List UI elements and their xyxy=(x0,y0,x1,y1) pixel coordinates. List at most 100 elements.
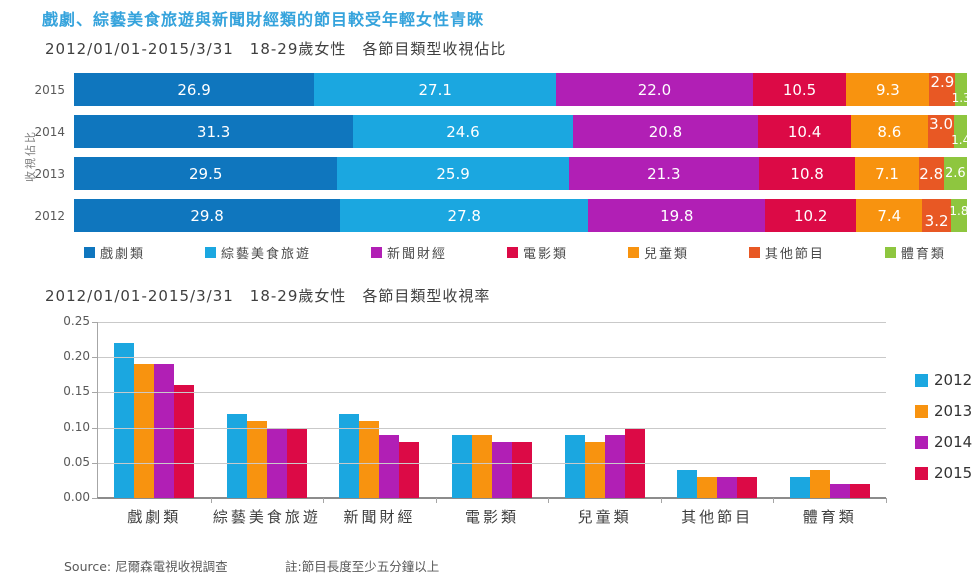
bar-segment: 8.6 xyxy=(850,115,928,148)
grouped-bar xyxy=(134,364,155,498)
grouped-bar xyxy=(226,413,247,498)
bar-segment: 1.4 xyxy=(951,115,970,148)
y-axis-tick xyxy=(92,357,98,359)
legend-swatch-icon xyxy=(915,404,928,418)
legend-item-year-2012: 2012 xyxy=(915,371,972,389)
category-label: 新聞財經 xyxy=(343,508,416,526)
gridline xyxy=(98,427,886,429)
legend-year-label: 2012 xyxy=(934,371,973,389)
bar-segment: 3.2 xyxy=(922,199,951,232)
stacked-bar: 29.8 27.8 19.8 10.2 7.4 3.2 1.8 xyxy=(74,199,968,232)
row-year-label: 2015 xyxy=(34,82,65,97)
row-year-label: 2013 xyxy=(34,166,65,181)
grouped-bar xyxy=(512,441,533,498)
bar-segment: 7.4 xyxy=(856,199,923,232)
segment-value-label: 9.3 xyxy=(876,80,900,99)
bar-segment: 27.1 xyxy=(314,73,557,106)
legend-year-label: 2015 xyxy=(934,464,973,482)
legend-item-2: 新聞財經 xyxy=(370,243,447,262)
legend-swatch-icon xyxy=(627,247,639,258)
legend-item-year-2013: 2013 xyxy=(915,402,972,420)
bar-segment: 9.3 xyxy=(846,73,930,106)
legend-label: 電影類 xyxy=(522,247,568,262)
gridline xyxy=(98,322,886,323)
stacked-bar: 29.5 25.9 21.3 10.8 7.1 2.8 2.6 xyxy=(74,157,967,190)
bar-segment: 3.0 xyxy=(927,115,955,148)
legend-item-3: 電影類 xyxy=(506,243,568,262)
bar-segment: 2.8 xyxy=(918,157,944,190)
row-year-label: 2014 xyxy=(34,124,65,139)
legend-label: 其他節目 xyxy=(764,247,825,262)
x-axis-tick xyxy=(548,498,550,503)
bar-segment: 29.8 xyxy=(74,199,341,232)
segment-value-label: 2.9 xyxy=(930,72,955,91)
legend-year-label: 2013 xyxy=(934,402,973,420)
bar-segment: 10.8 xyxy=(758,157,856,190)
grouped-bar xyxy=(717,476,738,498)
y-axis-tick-label: 0.15 xyxy=(63,384,90,399)
bar-segment: 2.6 xyxy=(943,157,967,190)
bar-segment: 10.5 xyxy=(752,73,847,106)
category-label: 兒童類 xyxy=(577,508,632,526)
y-axis-tick xyxy=(92,462,98,464)
gridline xyxy=(98,357,886,359)
page-title: 戲劇、綜藝美食旅遊與新聞財經類的節目較受年輕女性青睞 xyxy=(42,10,485,29)
legend-year-label: 2014 xyxy=(934,433,973,451)
y-axis-tick xyxy=(92,392,98,394)
segment-value-label: 27.8 xyxy=(447,206,481,225)
gridline xyxy=(98,462,886,464)
grouped-bar xyxy=(154,364,175,498)
segment-value-label: 19.8 xyxy=(660,206,694,225)
grouped-chart-title: 2012/01/01-2015/3/31 18-29歲女性 各節目類型收視率 xyxy=(45,287,491,305)
y-axis-tick xyxy=(92,427,98,429)
bar-segment: 1.3 xyxy=(952,73,971,106)
segment-value-label: 3.2 xyxy=(924,211,949,230)
bar-segment: 19.8 xyxy=(588,199,766,232)
bar-group xyxy=(548,322,661,498)
grouped-bar xyxy=(246,420,267,498)
legend-item-year-2015: 2015 xyxy=(915,464,972,482)
bar-segment: 26.9 xyxy=(74,73,315,106)
grouped-bar xyxy=(604,434,625,498)
grouped-bar xyxy=(677,469,698,498)
y-axis-line xyxy=(97,322,98,498)
stacked-bar: 26.9 27.1 22.0 10.5 9.3 2.9 1.3 xyxy=(74,72,971,106)
bar-group xyxy=(773,322,886,498)
y-axis-tick-label: 0.20 xyxy=(63,349,90,364)
legend-swatch-icon xyxy=(915,466,928,480)
grouped-chart-category-labels: 戲劇類 綜藝美食旅遊 新聞財經 電影類 兒童類 其他節目 體育類 xyxy=(98,506,886,527)
y-axis-tick-label: 0.25 xyxy=(63,314,90,328)
y-axis-tick xyxy=(92,498,98,499)
grouped-bar xyxy=(472,434,493,498)
bar-segment: 7.1 xyxy=(855,157,919,190)
bar-segment: 21.3 xyxy=(568,157,759,190)
grouped-bar xyxy=(829,483,850,498)
category-label: 綜藝美食旅遊 xyxy=(212,508,321,526)
source-note: Source: 尼爾森電視收視調查 xyxy=(64,559,228,574)
y-axis-tick-label: 0.00 xyxy=(63,490,90,504)
bar-segment: 31.3 xyxy=(74,115,354,148)
x-axis-tick xyxy=(323,498,325,503)
x-axis-tick xyxy=(210,498,212,503)
grouped-bar xyxy=(849,483,870,498)
grouped-bar xyxy=(174,385,195,498)
stacked-bar-row: 2015 26.9 27.1 22.0 10.5 9.3 2.9 1.3 xyxy=(30,72,971,106)
bar-segment: 29.5 xyxy=(74,157,338,190)
y-axis-tick-label: 0.10 xyxy=(63,419,90,434)
bar-groups xyxy=(98,322,886,498)
category-label: 體育類 xyxy=(802,508,857,526)
segment-value-label: 2.6 xyxy=(944,166,966,181)
x-axis-tick xyxy=(660,498,662,503)
stacked-chart-legend: 戲劇類 綜藝美食旅遊 新聞財經 電影類 兒童類 其他節目 體育類 xyxy=(84,243,946,262)
segment-value-label: 10.8 xyxy=(790,164,824,183)
segment-value-label: 10.2 xyxy=(794,206,828,225)
grouped-bar xyxy=(737,476,758,498)
segment-value-label: 20.8 xyxy=(648,122,683,141)
legend-swatch-icon xyxy=(915,435,928,449)
grouped-bar xyxy=(564,434,585,498)
segment-value-label: 1.3 xyxy=(951,90,971,105)
legend-swatch-icon xyxy=(506,247,518,258)
bar-segment: 2.9 xyxy=(929,72,956,106)
segment-value-label: 10.4 xyxy=(787,122,822,141)
y-axis-tick-label: 0.05 xyxy=(63,454,90,469)
